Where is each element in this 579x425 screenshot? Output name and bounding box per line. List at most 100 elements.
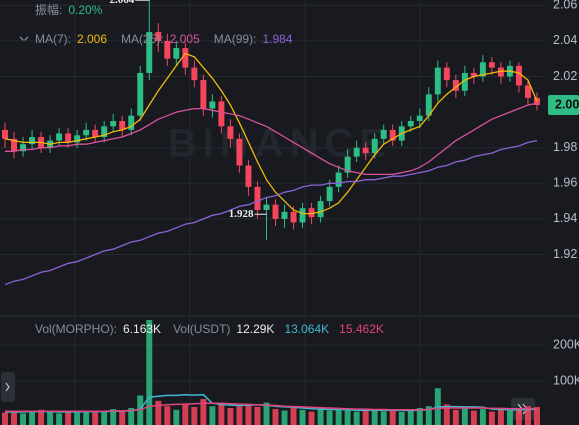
volume-bar [416,408,423,425]
candle-body [128,115,135,130]
volume-bar [515,408,522,425]
y-tick-label: 1.98 [553,140,577,154]
candle-body [110,121,117,127]
candle-body [74,135,81,143]
candle-body [290,211,297,223]
volume-bar [56,413,63,425]
candle-body [407,121,414,127]
y-tick-label: 200K [553,337,579,351]
candle-body [92,129,99,138]
candle-body [335,172,342,187]
y-tick-label: 2.06 [553,0,577,12]
low-label: 1.928 [229,208,254,220]
volume-bar [263,402,270,425]
y-tick-label: 2.04 [553,33,577,47]
volume-bar [308,411,315,425]
volume-bar [236,406,243,425]
volume-ma-line [5,402,537,413]
volume-bar [74,412,81,425]
candle-body [29,137,36,145]
candle-body [83,129,90,136]
legend: 振幅: 0.20% [35,2,103,17]
legend: Vol(MORPHO): 6.163K Vol(USDT) 12.29K 13.064K… [35,322,384,336]
volume-bar [443,404,450,425]
collapse-icon[interactable] [19,36,29,42]
volume-bar [11,410,17,425]
volume-bar [38,409,45,425]
volume-bar [254,406,261,425]
y-tick-label: 1.96 [553,176,577,190]
candle-body [137,72,144,116]
candle-body [173,48,180,59]
ma-legend-name: MA(25): [121,32,164,46]
legend: MA(7): 2.006 MA(25): 2.005 MA(99): 1.984 [35,32,293,46]
volume-bar [479,409,486,425]
candle-body [11,138,17,152]
candle-body [425,94,432,116]
y-tick-label: 100K [553,373,579,387]
volume-bar [182,404,189,425]
volume-bar [317,409,324,425]
volume-ma-value: 13.064K [284,322,329,336]
volume-bar [290,408,297,425]
volume-bar [110,409,117,425]
volume-bar [524,406,531,425]
candle-body [380,129,387,139]
candle-body [218,101,225,127]
volume-bar [65,411,72,425]
candle-body [416,115,423,122]
candle-body [146,32,153,73]
volume-bar [92,412,99,425]
volume-bar [425,406,432,425]
candle-body [182,48,189,68]
side-toggle[interactable] [1,372,15,402]
candle-body [362,147,369,154]
candle-body [20,144,27,152]
candle-body [353,147,360,157]
ma-line [4,52,538,215]
volume-bar [200,399,207,425]
volume-bar [362,410,369,425]
candle-body [443,67,450,81]
candle-body [56,133,63,141]
volume-bar [209,406,216,425]
ma-legend-name: MA(7): [35,32,71,46]
y-tick-label: 1.92 [553,247,577,261]
candle-body [534,97,540,105]
volume-bar [272,409,279,425]
volume-bar [2,412,8,425]
candle-body [191,67,198,81]
y-tick-label: 1.94 [553,211,577,225]
y-tick-label: 2.02 [553,69,577,83]
amplitude-label: 振幅: [35,2,62,17]
volume-bar [245,404,252,425]
candle-body [488,62,495,68]
ma-legend-value: 2.005 [170,32,200,46]
high-label: 2.064 [110,0,135,6]
volume-bar [20,413,27,425]
volume-bar [407,410,414,425]
volume-bar [101,410,108,425]
volume-legend-value: 6.163K [123,322,161,336]
candle-body [245,165,252,187]
volume-ma-line [5,393,538,413]
candle-body [299,208,306,223]
candle-body [164,40,171,59]
watermark: BINANCE [168,122,392,166]
volume-bar [398,411,405,425]
candle-body [236,138,243,166]
candle-body [308,208,315,218]
volume-bar [534,406,540,425]
volume-bar [146,320,153,425]
volume-bar [29,411,36,425]
volume-bar [155,400,162,425]
candle-body [479,62,486,77]
candle-body [452,80,459,91]
last-price-label: 2.00 [555,97,579,111]
volume-bar [281,410,288,425]
amplitude-value: 0.20% [68,3,102,17]
volume-bar [173,409,180,425]
candle-body [281,211,288,219]
volume-bar [488,411,495,425]
